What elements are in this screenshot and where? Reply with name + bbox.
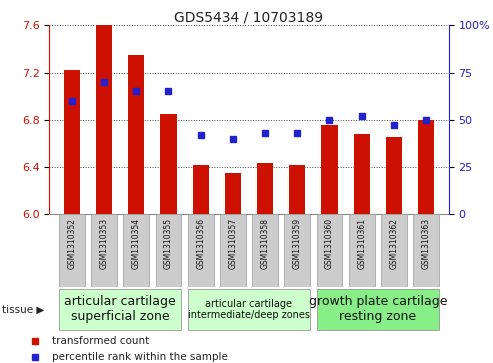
Bar <box>386 138 402 214</box>
FancyBboxPatch shape <box>188 214 213 287</box>
Text: GSM1310362: GSM1310362 <box>389 218 398 269</box>
FancyBboxPatch shape <box>220 214 246 287</box>
Text: articular cartilage
intermediate/deep zones: articular cartilage intermediate/deep zo… <box>188 299 310 320</box>
Text: GSM1310361: GSM1310361 <box>357 218 366 269</box>
Bar <box>128 55 144 214</box>
Bar <box>64 70 80 214</box>
Text: GSM1310360: GSM1310360 <box>325 218 334 269</box>
FancyBboxPatch shape <box>59 214 85 287</box>
Bar <box>289 165 305 214</box>
Text: articular cartilage
superficial zone: articular cartilage superficial zone <box>64 295 176 323</box>
Text: GSM1310363: GSM1310363 <box>422 218 430 269</box>
Title: GDS5434 / 10703189: GDS5434 / 10703189 <box>175 10 323 24</box>
Bar <box>193 165 209 214</box>
Text: transformed count: transformed count <box>52 336 149 346</box>
Text: GSM1310354: GSM1310354 <box>132 218 141 269</box>
Text: GSM1310355: GSM1310355 <box>164 218 173 269</box>
FancyBboxPatch shape <box>123 214 149 287</box>
Text: tissue ▶: tissue ▶ <box>2 305 45 314</box>
FancyBboxPatch shape <box>59 289 181 330</box>
Bar <box>418 120 434 214</box>
Bar <box>257 163 273 214</box>
Bar <box>160 114 176 214</box>
Bar <box>353 134 370 214</box>
FancyBboxPatch shape <box>284 214 310 287</box>
FancyBboxPatch shape <box>317 214 342 287</box>
Bar <box>225 173 241 214</box>
FancyBboxPatch shape <box>188 289 310 330</box>
Bar <box>321 125 338 214</box>
Text: GSM1310358: GSM1310358 <box>261 218 270 269</box>
Text: GSM1310352: GSM1310352 <box>68 218 76 269</box>
FancyBboxPatch shape <box>317 289 439 330</box>
FancyBboxPatch shape <box>156 214 181 287</box>
Bar <box>96 25 112 214</box>
FancyBboxPatch shape <box>413 214 439 287</box>
Text: growth plate cartilage
resting zone: growth plate cartilage resting zone <box>309 295 447 323</box>
Text: GSM1310353: GSM1310353 <box>100 218 108 269</box>
Text: GSM1310357: GSM1310357 <box>228 218 237 269</box>
FancyBboxPatch shape <box>381 214 407 287</box>
FancyBboxPatch shape <box>252 214 278 287</box>
Text: percentile rank within the sample: percentile rank within the sample <box>52 352 228 362</box>
FancyBboxPatch shape <box>91 214 117 287</box>
FancyBboxPatch shape <box>349 214 375 287</box>
Text: GSM1310359: GSM1310359 <box>293 218 302 269</box>
Text: GSM1310356: GSM1310356 <box>196 218 205 269</box>
